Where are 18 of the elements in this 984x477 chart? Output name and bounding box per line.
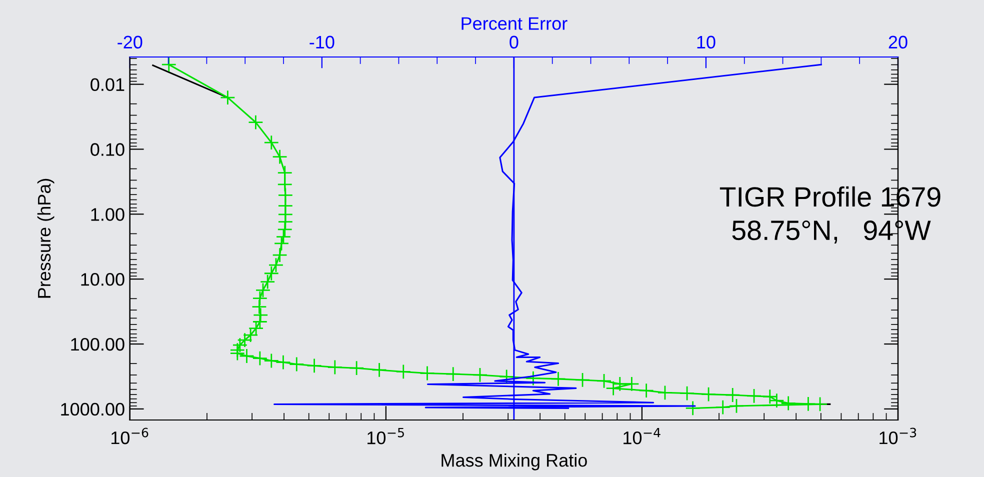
x-tick-label: 10$^{−3}$ xyxy=(880,428,916,444)
x2-tick-label: 0 xyxy=(510,36,518,49)
x2-tick-label: -20 xyxy=(118,36,142,49)
y-tick-label: 1000.00 xyxy=(61,402,124,416)
y-axis-title: Pressure (hPa) xyxy=(37,178,54,298)
x2-tick-label: -10 xyxy=(310,36,334,49)
y-tick-label: 1.00 xyxy=(91,208,124,221)
x2-tick-label: 20 xyxy=(888,36,908,49)
x-tick-label: 10$^{−6}$ xyxy=(111,428,148,444)
x-tick-label: 10$^{−5}$ xyxy=(368,428,404,444)
x-tick-label: 10$^{−4}$ xyxy=(624,428,660,444)
x2-tick-label: 10 xyxy=(697,36,716,49)
x2-axis-title: Percent Error xyxy=(462,17,568,30)
y-tick-label: 0.01 xyxy=(90,78,124,92)
x-axis-title: Mass Mixing Ratio xyxy=(442,453,587,470)
y-tick-label: 10.00 xyxy=(81,273,124,286)
y-tick-label: 100.00 xyxy=(71,338,124,351)
y-tick-label: 0.10 xyxy=(90,143,124,156)
